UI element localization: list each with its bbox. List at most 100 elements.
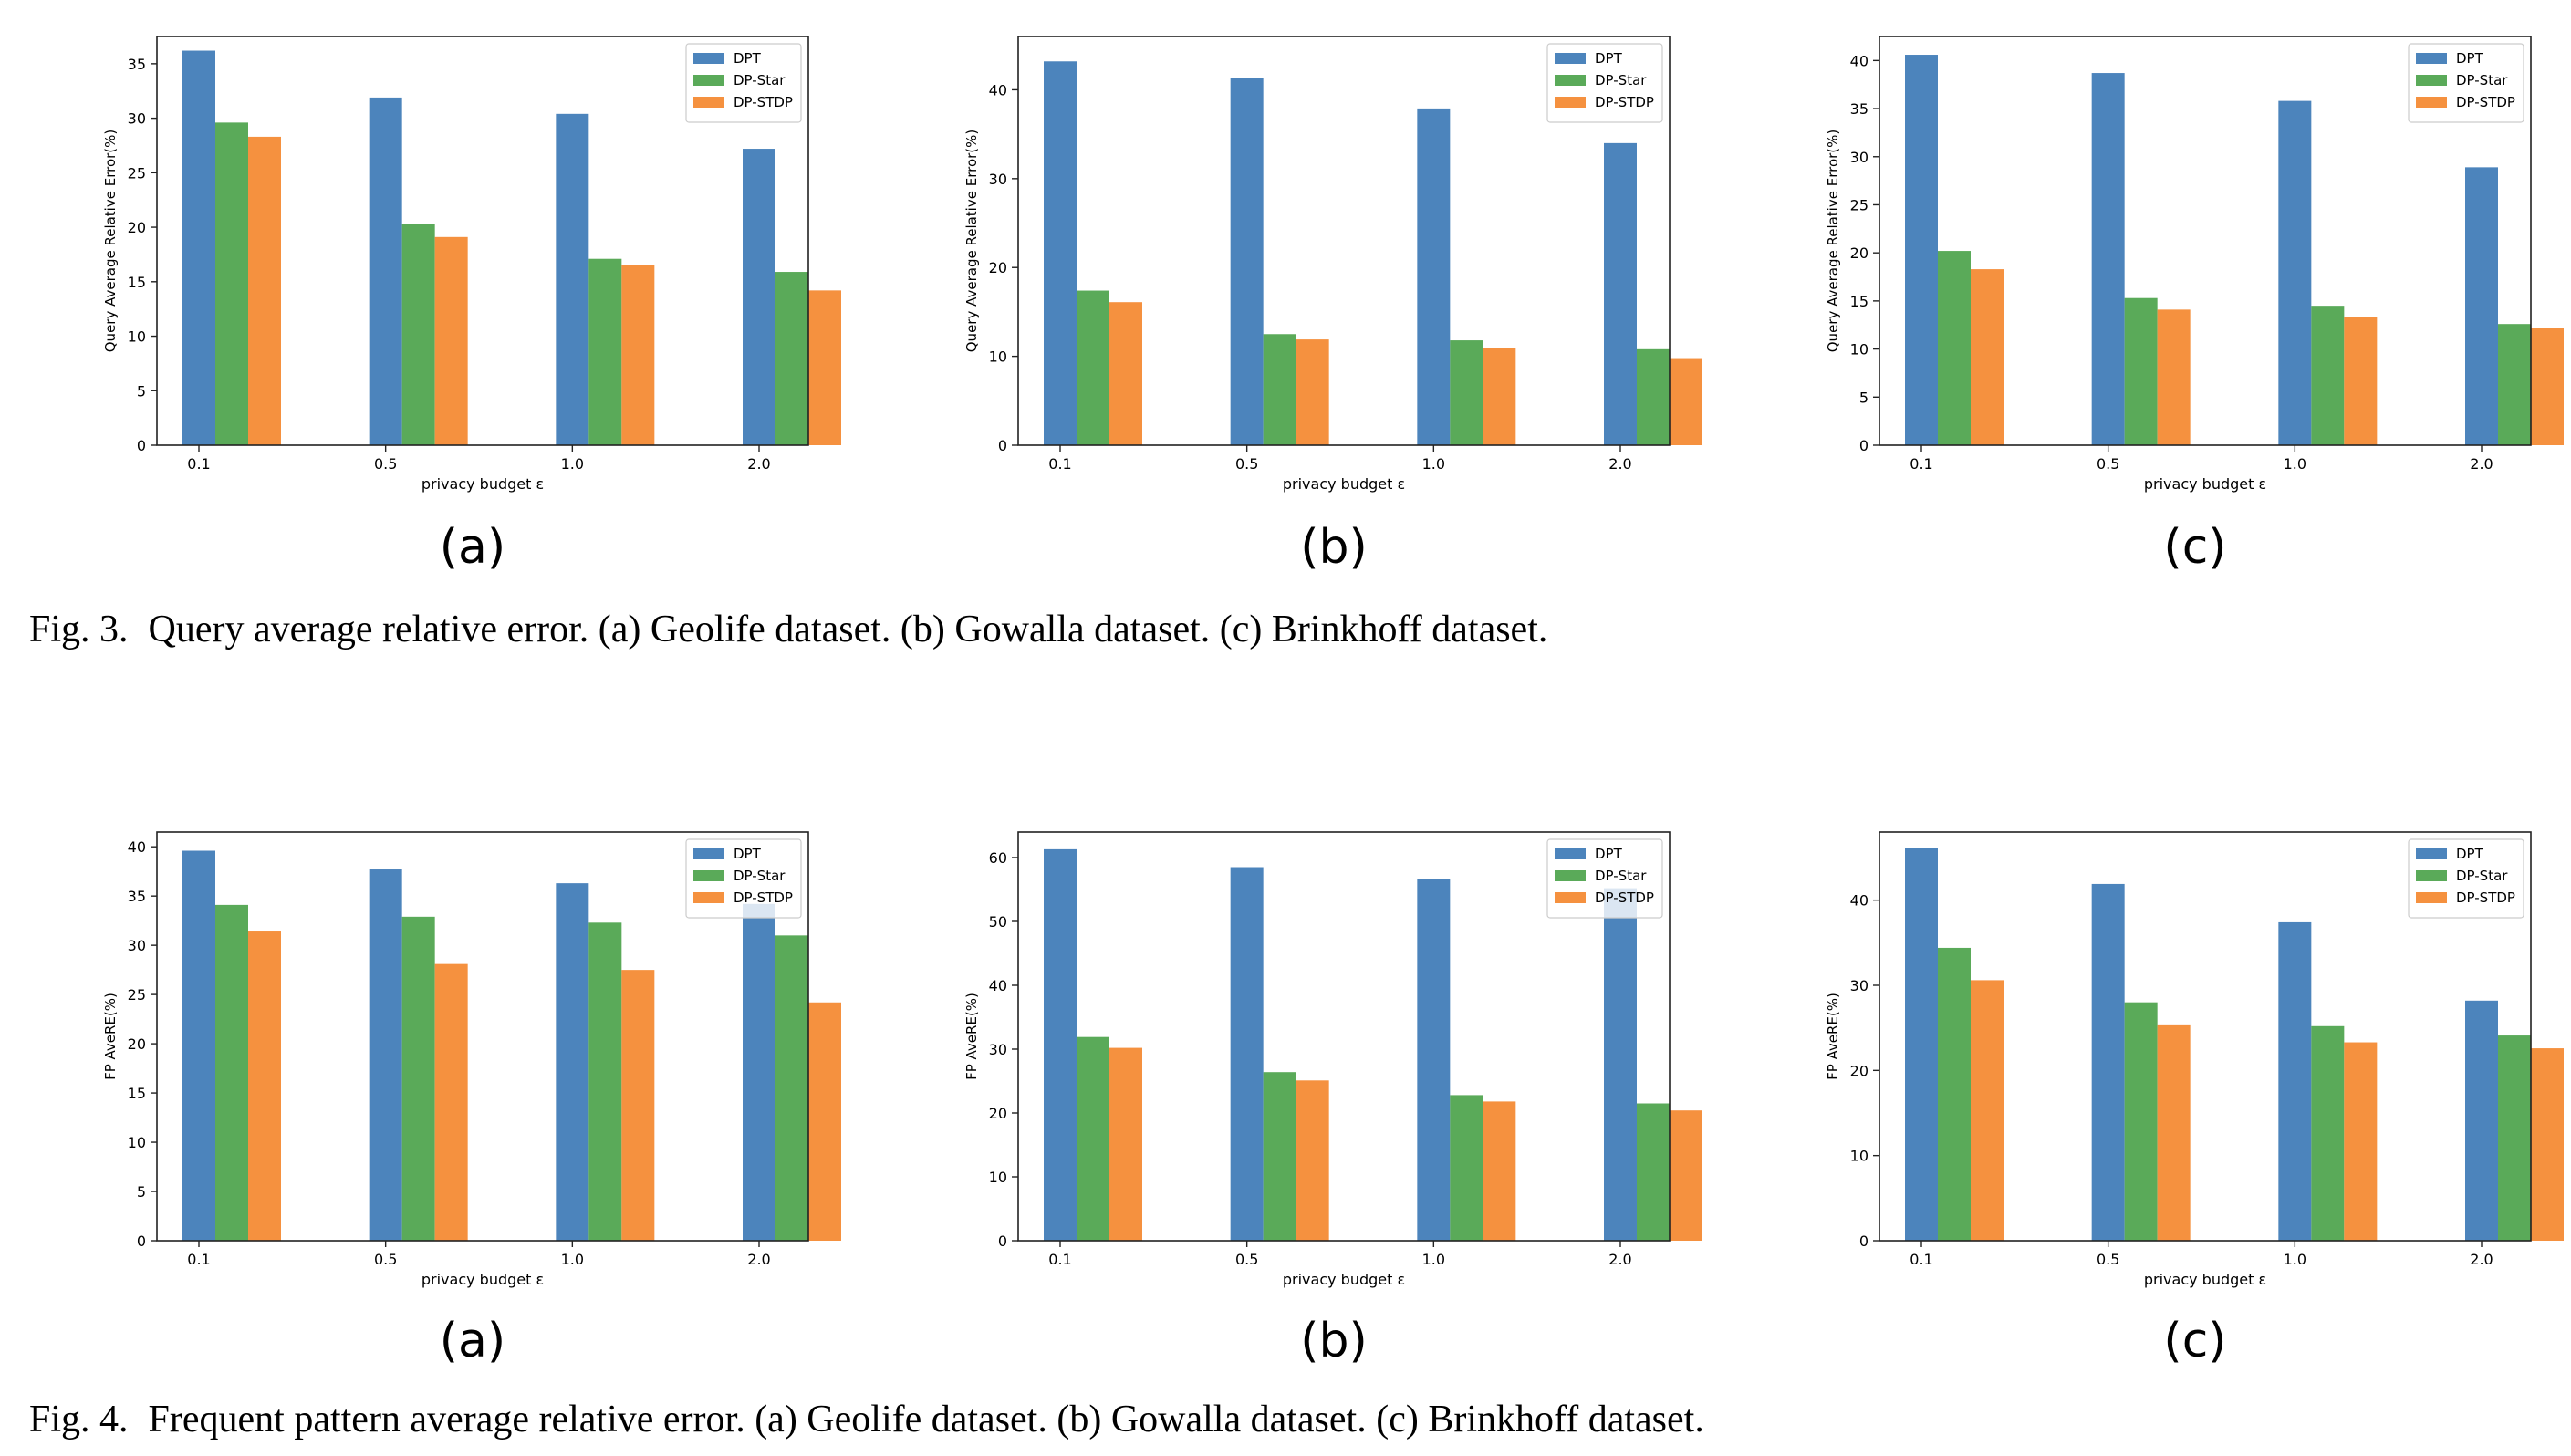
bar-3b-dp-stdp-0.1	[1109, 302, 1142, 445]
legend-label-dp-star: DP-Star	[734, 868, 786, 884]
bar-3a-dp-stdp-0.1	[248, 136, 281, 445]
legend-label-dpt: DPT	[734, 50, 762, 67]
y-tick-label: 15	[128, 1085, 146, 1102]
legend-label-dp-star: DP-Star	[2456, 72, 2508, 88]
bar-3a-dpt-1.0	[556, 113, 589, 445]
bar-3c-dp-star-0.5	[2124, 297, 2158, 445]
x-axis-label: privacy budget ε	[2144, 475, 2266, 493]
legend: DPT DP-Star DP-STDP	[2408, 838, 2524, 919]
legend: DPT DP-Star DP-STDP	[685, 43, 802, 123]
legend-label-dpt: DPT	[734, 846, 762, 862]
y-tick-label: 10	[989, 348, 1007, 366]
legend-swatch-dpt	[1555, 848, 1586, 859]
bar-4c-dpt-0.5	[2091, 883, 2125, 1241]
legend-swatch-dp-stdp	[1555, 892, 1586, 903]
legend-swatch-dpt	[693, 848, 724, 859]
x-tick-label: 0.5	[374, 455, 397, 473]
bar-4c-dp-stdp-2.0	[2531, 1048, 2564, 1241]
legend: DPT DP-Star DP-STDP	[2408, 43, 2524, 123]
bar-4c-dp-star-0.1	[1938, 947, 1971, 1241]
figure-3-caption-text: Query average relative error. (a) Geolif…	[148, 608, 1548, 650]
bar-3b-dpt-1.0	[1417, 108, 1451, 445]
legend-label-dp-stdp: DP-STDP	[2456, 94, 2515, 110]
bar-4a-dp-star-1.0	[588, 922, 622, 1241]
x-tick-label: 2.0	[747, 455, 770, 473]
legend-swatch-dpt	[1555, 53, 1586, 64]
legend: DPT DP-Star DP-STDP	[1546, 838, 1663, 919]
y-tick-label: 5	[137, 382, 146, 400]
y-tick-label: 40	[1850, 892, 1868, 910]
legend-label-dpt: DPT	[1595, 50, 1623, 67]
bar-4a-dp-stdp-0.1	[248, 931, 281, 1241]
x-tick-label: 2.0	[1608, 455, 1631, 473]
legend: DPT DP-Star DP-STDP	[1546, 43, 1663, 123]
bar-3b-dp-star-0.1	[1077, 290, 1109, 445]
panel-label-4b: (b)	[1300, 1314, 1368, 1368]
y-tick-label: 0	[137, 1232, 146, 1250]
bar-4b-dp-star-2.0	[1637, 1103, 1670, 1241]
bar-4a-dp-stdp-0.5	[434, 963, 468, 1241]
chart-3b: 0 10 20 30 40 0.1 0.5 1.0 2.0 privacy budget ε Que…	[963, 36, 1702, 493]
y-tick-label: 20	[1850, 1062, 1868, 1079]
y-tick-label: 30	[989, 171, 1007, 188]
bar-3b-dp-star-2.0	[1637, 348, 1670, 445]
chart-3a: 0 5 10 15 20 25 30 35 0.1 0.5 1.0 2.0 privacy budget…	[102, 36, 841, 493]
bar-4a-dpt-0.1	[182, 850, 215, 1241]
bar-3a-dp-star-0.5	[401, 224, 435, 445]
bar-4b-dp-star-0.5	[1263, 1072, 1296, 1241]
y-tick-label: 60	[989, 849, 1007, 867]
legend-swatch-dpt	[693, 53, 724, 64]
bar-4c-dp-star-0.5	[2124, 1002, 2158, 1241]
x-axis-label: privacy budget ε	[1283, 1271, 1405, 1288]
x-axis-label: privacy budget ε	[422, 1271, 544, 1288]
legend-label-dp-stdp: DP-STDP	[1595, 889, 1654, 906]
legend-swatch-dp-stdp	[693, 97, 724, 108]
legend-label-dp-stdp: DP-STDP	[1595, 94, 1654, 110]
x-tick-label: 2.0	[1608, 1251, 1631, 1268]
bar-4b-dp-stdp-0.5	[1296, 1080, 1329, 1241]
legend-label-dp-stdp: DP-STDP	[2456, 889, 2515, 906]
x-tick-label: 2.0	[747, 1251, 770, 1268]
x-tick-label: 0.5	[374, 1251, 397, 1268]
panel-label-3a: (a)	[439, 520, 506, 575]
y-tick-label: 10	[128, 328, 146, 346]
y-tick-label: 25	[128, 986, 146, 1004]
bar-3b-dpt-0.5	[1230, 78, 1264, 445]
panel-label-4a: (a)	[439, 1314, 506, 1368]
bar-3b-dp-star-1.0	[1450, 340, 1483, 445]
y-tick-label: 10	[128, 1134, 146, 1151]
figure-4-label: Fig. 4.	[29, 1399, 129, 1440]
bar-3b-dpt-0.1	[1044, 61, 1077, 445]
bar-4b-dpt-1.0	[1417, 879, 1451, 1241]
bar-4b-dp-star-0.1	[1077, 1036, 1109, 1241]
y-tick-label: 10	[989, 1169, 1007, 1186]
legend: DPT DP-Star DP-STDP	[685, 838, 802, 919]
figure-3-label: Fig. 3.	[29, 608, 129, 650]
y-tick-label: 30	[128, 110, 146, 128]
bar-3a-dp-stdp-0.5	[434, 236, 468, 445]
plot-frame	[156, 36, 809, 446]
bar-4c-dp-star-1.0	[2311, 1025, 2345, 1241]
y-axis-label: Query Average Relative Error(%)	[102, 130, 119, 353]
y-tick-label: 5	[1859, 389, 1868, 406]
bar-4b-dp-stdp-0.1	[1109, 1047, 1142, 1241]
y-axis-label: FP AveRE(%)	[963, 993, 980, 1080]
x-tick-label: 0.1	[1910, 455, 1932, 473]
bar-3a-dpt-2.0	[743, 149, 775, 445]
legend-swatch-dp-star	[693, 75, 724, 86]
plot-frame	[1017, 831, 1671, 1242]
bar-3c-dp-star-1.0	[2311, 306, 2345, 445]
bar-3c-dpt-1.0	[2278, 100, 2312, 445]
y-tick-label: 30	[1850, 977, 1868, 994]
legend-swatch-dpt	[2416, 53, 2447, 64]
x-tick-label: 1.0	[2284, 1251, 2306, 1268]
bar-4b-dpt-0.1	[1044, 848, 1077, 1241]
figure-3-caption: Fig. 3. Query average relative error. (a)…	[29, 608, 1547, 651]
y-tick-label: 30	[989, 1041, 1007, 1058]
chart-4a: 0 5 10 15 20 25 30 35 40 0.1 0.5 1.0 2.0 privacy budg…	[102, 831, 841, 1288]
plot-frame	[1879, 831, 2532, 1242]
panel-label-3c: (c)	[2163, 520, 2227, 575]
bar-4b-dp-stdp-1.0	[1483, 1101, 1516, 1241]
bar-4a-dp-star-0.5	[401, 916, 435, 1241]
y-tick-label: 35	[128, 56, 146, 73]
